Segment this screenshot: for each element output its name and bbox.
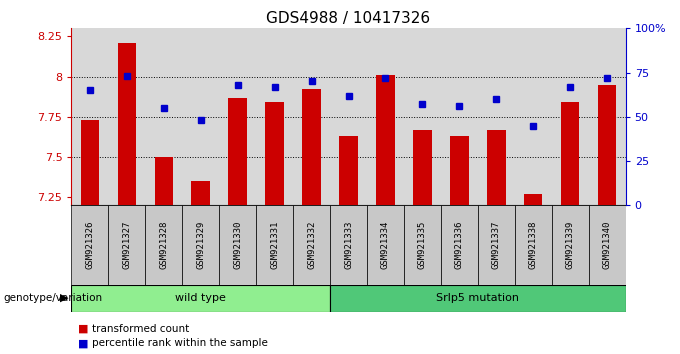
Text: wild type: wild type [175, 293, 226, 303]
Text: GSM921339: GSM921339 [566, 221, 575, 269]
Bar [376, 75, 394, 205]
Bar [303, 90, 321, 205]
Bar [478, 205, 515, 285]
Text: genotype/variation: genotype/variation [3, 293, 103, 303]
Bar [192, 181, 210, 205]
Text: GSM921332: GSM921332 [307, 221, 316, 269]
Bar [81, 120, 99, 205]
Bar [265, 102, 284, 205]
Text: GSM921330: GSM921330 [233, 221, 242, 269]
Bar [146, 205, 182, 285]
Bar [182, 205, 219, 285]
Text: ■: ■ [78, 338, 88, 348]
Bar [118, 43, 136, 205]
Title: GDS4988 / 10417326: GDS4988 / 10417326 [267, 11, 430, 26]
Text: GSM921329: GSM921329 [197, 221, 205, 269]
Text: transformed count: transformed count [92, 324, 189, 333]
Bar [330, 205, 367, 285]
Text: GSM921334: GSM921334 [381, 221, 390, 269]
Bar [219, 205, 256, 285]
Bar [154, 157, 173, 205]
Text: GSM921328: GSM921328 [159, 221, 168, 269]
Bar [515, 205, 551, 285]
Bar [108, 205, 146, 285]
Bar [256, 205, 293, 285]
Bar [330, 285, 626, 312]
Bar [441, 205, 478, 285]
Bar [367, 205, 404, 285]
Bar [524, 194, 543, 205]
Bar [413, 130, 432, 205]
Bar [71, 205, 108, 285]
Bar [589, 205, 626, 285]
Text: GSM921337: GSM921337 [492, 221, 500, 269]
Bar [487, 130, 505, 205]
Text: ▶: ▶ [60, 293, 68, 303]
Text: GSM921331: GSM921331 [270, 221, 279, 269]
Text: GSM921326: GSM921326 [86, 221, 95, 269]
Bar [561, 102, 579, 205]
Text: GSM921327: GSM921327 [122, 221, 131, 269]
Bar [551, 205, 589, 285]
Bar [293, 205, 330, 285]
Bar [598, 85, 616, 205]
Bar [339, 136, 358, 205]
Text: GSM921335: GSM921335 [418, 221, 427, 269]
Text: GSM921340: GSM921340 [602, 221, 611, 269]
Text: GSM921336: GSM921336 [455, 221, 464, 269]
Bar [404, 205, 441, 285]
Text: ■: ■ [78, 324, 88, 333]
Text: GSM921333: GSM921333 [344, 221, 353, 269]
Bar [450, 136, 469, 205]
Bar [228, 97, 247, 205]
Text: Srlp5 mutation: Srlp5 mutation [437, 293, 520, 303]
Bar [71, 285, 330, 312]
Text: percentile rank within the sample: percentile rank within the sample [92, 338, 268, 348]
Text: GSM921338: GSM921338 [529, 221, 538, 269]
